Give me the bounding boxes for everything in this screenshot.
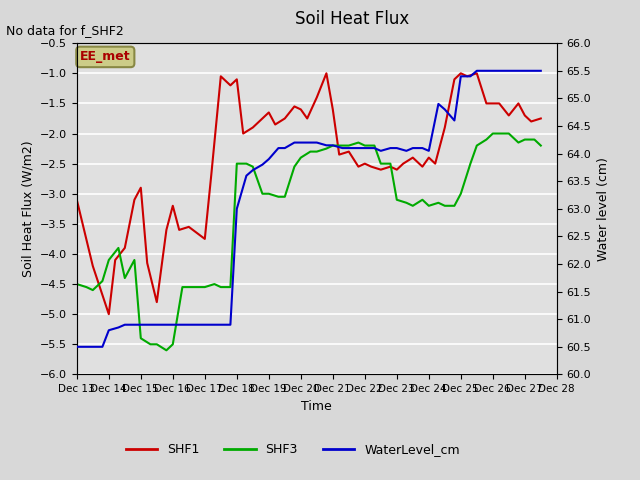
Y-axis label: Water level (cm): Water level (cm) [597, 157, 610, 261]
Text: Soil Heat Flux: Soil Heat Flux [295, 10, 409, 28]
Text: No data for f_SHF2: No data for f_SHF2 [6, 24, 124, 37]
Y-axis label: Soil Heat Flux (W/m2): Soil Heat Flux (W/m2) [21, 141, 35, 277]
Text: EE_met: EE_met [80, 50, 131, 63]
Legend: SHF1, SHF3, WaterLevel_cm: SHF1, SHF3, WaterLevel_cm [121, 438, 465, 461]
X-axis label: Time: Time [301, 400, 332, 413]
